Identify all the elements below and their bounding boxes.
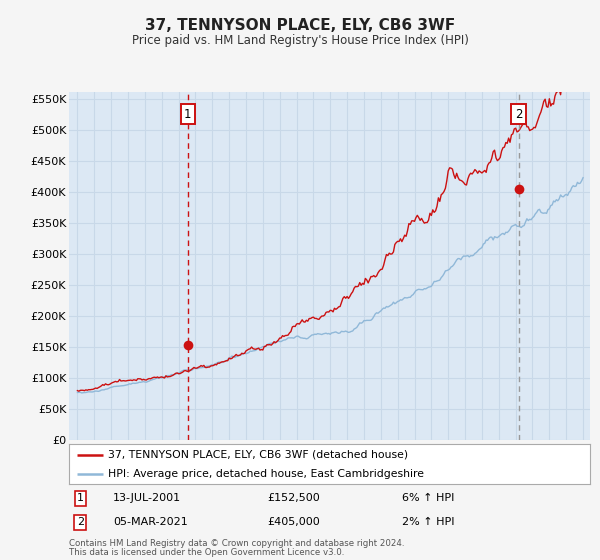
Text: 1: 1 — [184, 108, 191, 120]
Text: Price paid vs. HM Land Registry's House Price Index (HPI): Price paid vs. HM Land Registry's House … — [131, 34, 469, 47]
Text: £405,000: £405,000 — [267, 517, 320, 527]
Text: 2: 2 — [77, 517, 84, 527]
Text: £152,500: £152,500 — [267, 493, 320, 503]
Text: 2% ↑ HPI: 2% ↑ HPI — [403, 517, 455, 527]
Text: 37, TENNYSON PLACE, ELY, CB6 3WF (detached house): 37, TENNYSON PLACE, ELY, CB6 3WF (detach… — [108, 450, 408, 460]
Text: 37, TENNYSON PLACE, ELY, CB6 3WF: 37, TENNYSON PLACE, ELY, CB6 3WF — [145, 18, 455, 32]
Text: 13-JUL-2001: 13-JUL-2001 — [113, 493, 181, 503]
Text: 6% ↑ HPI: 6% ↑ HPI — [403, 493, 455, 503]
Text: HPI: Average price, detached house, East Cambridgeshire: HPI: Average price, detached house, East… — [108, 469, 424, 478]
Text: 1: 1 — [77, 493, 84, 503]
Text: This data is licensed under the Open Government Licence v3.0.: This data is licensed under the Open Gov… — [69, 548, 344, 557]
Text: 2: 2 — [515, 108, 522, 120]
Text: Contains HM Land Registry data © Crown copyright and database right 2024.: Contains HM Land Registry data © Crown c… — [69, 539, 404, 548]
Text: 05-MAR-2021: 05-MAR-2021 — [113, 517, 188, 527]
